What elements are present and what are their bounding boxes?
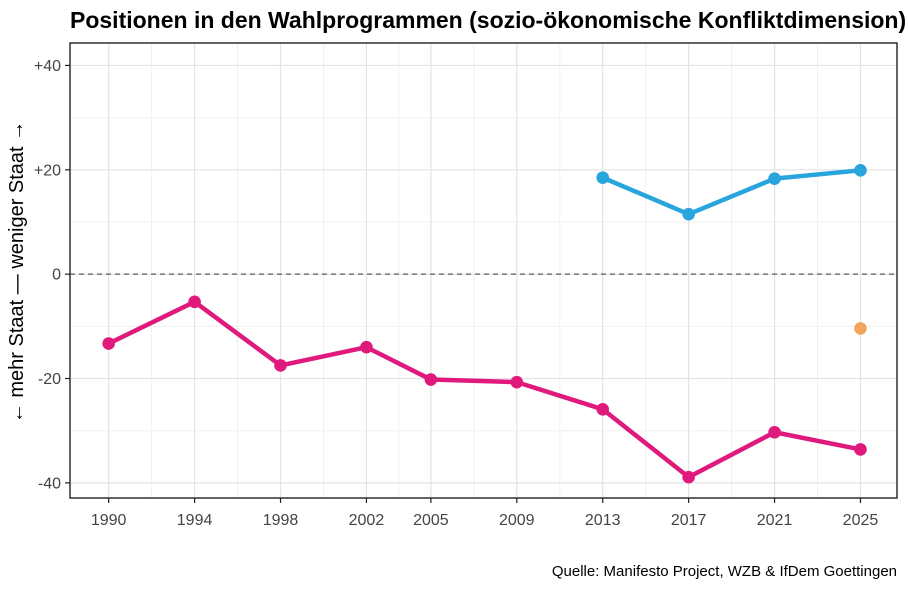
x-tick-label: 2025 bbox=[843, 512, 879, 529]
series-magenta-point bbox=[510, 375, 524, 389]
series-orange-point bbox=[854, 322, 867, 335]
x-tick-label: 1998 bbox=[263, 512, 299, 529]
x-tick-label: 2002 bbox=[349, 512, 385, 529]
x-tick-label: 2021 bbox=[757, 512, 793, 529]
series-magenta-point bbox=[424, 373, 438, 386]
y-tick-label: -40 bbox=[38, 475, 61, 492]
x-tick-label: 2009 bbox=[499, 512, 535, 529]
series-blue-line bbox=[600, 168, 863, 217]
series-magenta-line bbox=[106, 299, 863, 480]
series-magenta-point bbox=[274, 359, 287, 372]
panel-border bbox=[69, 42, 898, 499]
x-tick-label: 1994 bbox=[177, 512, 213, 529]
x-tick-label: 2005 bbox=[413, 512, 449, 529]
series-magenta-point bbox=[768, 425, 781, 439]
series-magenta-point bbox=[682, 470, 695, 484]
x-tick-label: 1990 bbox=[91, 512, 127, 529]
series-blue-point bbox=[682, 207, 695, 221]
series-blue-point bbox=[854, 164, 867, 177]
chart-title: Positionen in den Wahlprogrammen (sozio-… bbox=[70, 7, 907, 33]
series-magenta-point bbox=[360, 340, 373, 354]
x-tick-label: 2017 bbox=[671, 512, 707, 529]
y-tick-label: +40 bbox=[34, 58, 61, 75]
y-tick-label: -20 bbox=[38, 371, 61, 388]
series-blue-point bbox=[596, 171, 610, 184]
series-magenta-point bbox=[854, 443, 867, 456]
y-tick-label: +20 bbox=[34, 162, 61, 179]
series-magenta-point bbox=[188, 295, 201, 309]
series-blue-point bbox=[768, 172, 781, 185]
series-magenta-point bbox=[102, 337, 115, 350]
series-magenta-point bbox=[596, 402, 610, 416]
source-caption: Quelle: Manifesto Project, WZB & IfDem G… bbox=[551, 563, 897, 580]
x-tick-label: 2013 bbox=[585, 512, 621, 529]
y-tick-label: 0 bbox=[52, 267, 61, 284]
